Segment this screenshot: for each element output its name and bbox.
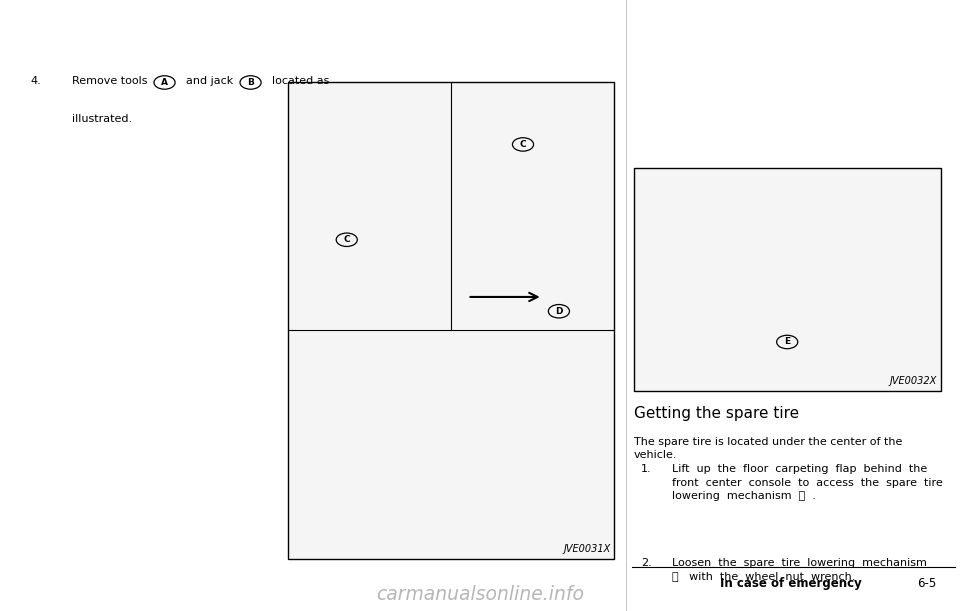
- Text: located as: located as: [272, 76, 329, 86]
- Text: The spare tire is located under the center of the
vehicle.: The spare tire is located under the cent…: [634, 437, 902, 460]
- Text: illustrated.: illustrated.: [72, 114, 132, 124]
- Text: B: B: [247, 78, 254, 87]
- Text: 6-5: 6-5: [917, 577, 936, 590]
- Text: and jack: and jack: [185, 76, 233, 86]
- Text: 1.: 1.: [641, 464, 652, 474]
- Text: C: C: [344, 235, 350, 244]
- Text: JVE0032X: JVE0032X: [890, 376, 937, 386]
- Text: carmanualsonline.info: carmanualsonline.info: [376, 585, 584, 604]
- Text: E: E: [784, 337, 790, 346]
- Text: Loosen  the  spare  tire  lowering  mechanism
Ⓒ   with  the  wheel  nut  wrench.: Loosen the spare tire lowering mechanism…: [672, 558, 926, 581]
- Text: A: A: [161, 78, 168, 87]
- Text: 2.: 2.: [641, 558, 652, 568]
- Text: Getting the spare tire: Getting the spare tire: [634, 406, 799, 422]
- Text: Remove tools: Remove tools: [72, 76, 148, 86]
- FancyBboxPatch shape: [634, 168, 941, 391]
- Text: In case of emergency: In case of emergency: [720, 577, 862, 590]
- Text: JVE0031X: JVE0031X: [564, 544, 611, 554]
- Text: D: D: [555, 307, 563, 316]
- Text: C: C: [519, 140, 526, 149]
- FancyBboxPatch shape: [288, 82, 614, 559]
- Text: Lift  up  the  floor  carpeting  flap  behind  the
front  center  console  to  a: Lift up the floor carpeting flap behind …: [672, 464, 943, 501]
- Text: 4.: 4.: [31, 76, 41, 86]
